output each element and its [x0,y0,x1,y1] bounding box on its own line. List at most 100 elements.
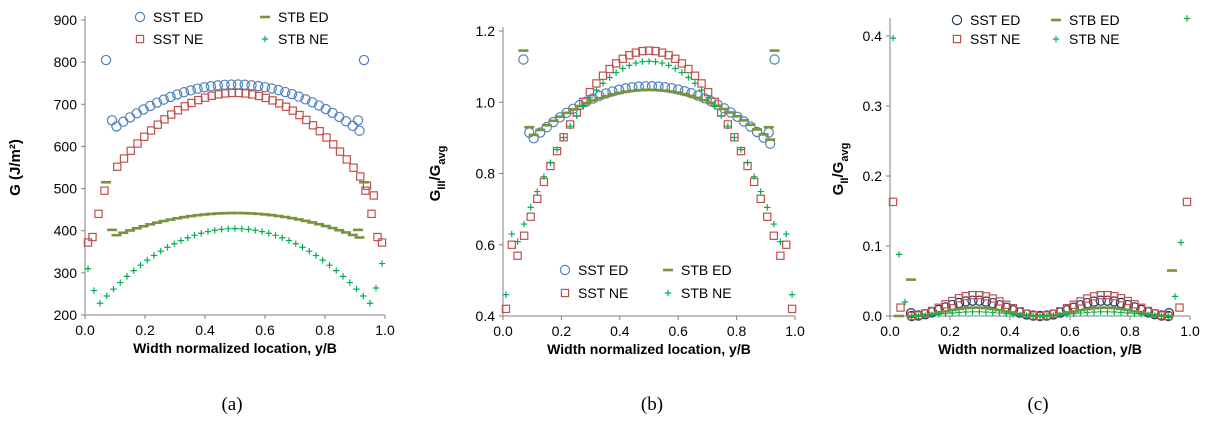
legend-marker [951,14,963,26]
data-point [1030,312,1037,320]
data-point [638,46,647,56]
y-tick-label: 700 [54,96,78,112]
data-point [671,54,680,63]
data-point [750,173,758,180]
data-point [895,251,903,258]
data-point [144,256,151,264]
data-point [372,284,380,292]
data-point [613,84,625,95]
data-point [776,251,785,260]
data-point [982,308,990,316]
data-point [153,120,162,129]
data-point [198,230,205,237]
data-point [307,97,318,108]
data-point [764,204,771,211]
data-point [684,64,693,74]
data-point [191,232,198,239]
data-point [252,227,259,234]
chart-panel-3: 0.0 0.1 0.2 0.3 0.4 0.0 0.2 0.4 0.6 0.8 1.0 Width n… [830,12,1200,415]
data-point [942,310,949,317]
data-point [1111,308,1118,316]
data-point [333,267,340,274]
data-point [1043,312,1050,320]
data-point [573,112,580,120]
data-point [194,95,203,105]
data-point [254,91,264,101]
data-point [1182,197,1192,207]
data-point [685,74,692,81]
data-point [730,133,739,142]
data-point [962,308,969,316]
series-stb-ne [502,58,796,298]
data-point [212,80,223,91]
data-point [106,115,118,126]
data-point [88,232,97,242]
legend-marker [560,288,570,298]
data-point [286,88,298,100]
chart-panel-1: 200 300 400 500 600 700 800 900 0.0 0.2 0.4 0.6 0.8 1… [7,9,395,415]
data-point [292,240,299,247]
data-point [1144,311,1152,319]
series-sst-ne [501,46,797,314]
y-tick-label: 0.3 [863,98,883,114]
data-point [300,94,311,105]
data-point [599,80,607,87]
data-point [146,126,156,135]
data-point [586,94,594,102]
data-point [644,46,654,55]
legend-label: SST ED [578,262,628,278]
data-point [989,309,996,316]
data-point [113,162,122,171]
legend-label: STB NE [681,285,732,301]
data-point [968,290,977,300]
data-point [1084,309,1091,316]
data-point [1131,310,1138,317]
x-tick-label: 0.8 [727,323,747,339]
data-point [119,154,129,163]
data-point [560,134,567,141]
data-point [611,59,621,68]
x-tick-label: 0.4 [195,322,215,338]
data-point [718,112,725,120]
x-tick-label: 0.6 [668,323,688,339]
legend-label: SST NE [153,31,203,47]
data-point [295,110,304,120]
data-point [293,91,304,102]
data-point [724,123,732,130]
data-point [178,87,190,98]
data-point [519,231,529,240]
data-point [928,311,936,319]
data-point [758,132,769,143]
data-point [165,91,176,103]
data-point [100,54,112,66]
data-point [908,312,915,320]
legend: SST ED STB ED SST NE STB NE [134,9,329,47]
data-point [1023,312,1030,319]
data-point [133,139,142,148]
data-point [1177,239,1185,246]
data-point [200,93,210,102]
data-point [319,256,326,264]
data-point [731,134,738,141]
data-point [769,54,780,65]
data-point [769,231,779,240]
legend-marker [1052,35,1060,43]
data-point [547,159,554,166]
series-sst-ne [888,197,1192,321]
data-point [677,59,687,68]
data-point [111,121,122,132]
data-point [94,209,103,219]
data-point [302,115,311,125]
data-point [288,106,297,115]
legend-label: SST NE [970,31,1020,47]
data-point [192,83,203,94]
data-point [313,100,325,111]
data-point [1016,311,1023,319]
y-tick-label: 0.6 [476,237,496,253]
data-point [238,225,245,232]
data-point [949,309,956,317]
data-point [280,86,291,98]
data-point [625,51,634,60]
y-tick-label: 0.4 [476,308,496,324]
